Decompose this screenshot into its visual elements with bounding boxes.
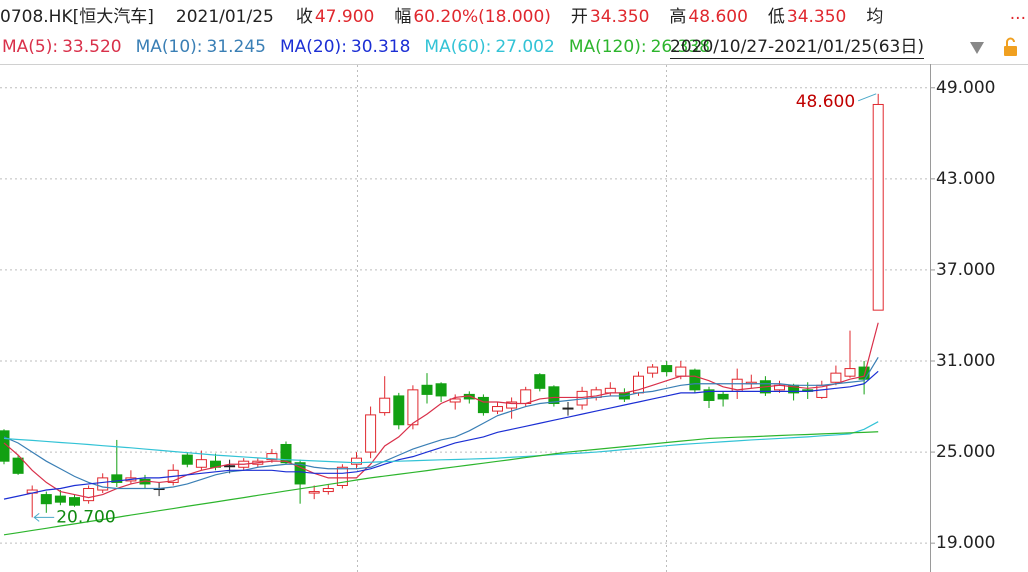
annotation-arrow: [858, 93, 877, 102]
ma-line: [3, 322, 879, 499]
annotation-label: 48.600: [796, 92, 855, 112]
candle-body: [421, 384, 433, 395]
candle-body: [83, 488, 95, 502]
legend-value: 27.002: [495, 37, 554, 57]
ma-line: [3, 431, 879, 536]
candle-body: [604, 387, 616, 394]
candle-body: [336, 466, 348, 486]
candle-body: [97, 477, 109, 491]
candle-body: [717, 393, 729, 400]
quote-label: 开: [571, 7, 588, 27]
candle-body: [54, 495, 66, 503]
candle-body: [294, 462, 306, 485]
quote-value: 47.900: [315, 7, 374, 27]
annotation-arrow: [33, 512, 55, 522]
candle-body: [322, 488, 334, 493]
quote-value: 60.20%(18.000): [413, 7, 551, 27]
candle-body: [40, 494, 52, 505]
legend-name: MA(60):: [424, 37, 491, 57]
range-dropdown-icon[interactable]: [970, 42, 984, 54]
candle-body: [449, 398, 461, 403]
legend-name: MA(5):: [2, 37, 58, 57]
quote-label: 均: [866, 7, 883, 27]
candle-body: [506, 401, 518, 409]
candle-body: [675, 366, 687, 377]
candle-body: [407, 389, 419, 426]
lock-icon[interactable]: [1004, 37, 1017, 56]
candle-body: [562, 407, 574, 410]
candle-body: [703, 389, 715, 401]
candle-body: [647, 366, 659, 374]
more-menu[interactable]: ...: [1010, 4, 1026, 24]
legend-value: 33.520: [62, 37, 121, 57]
quote-label: 收: [296, 7, 313, 27]
quote-value: 34.350: [590, 7, 649, 27]
quote-value: 34.350: [787, 7, 846, 27]
ma-line: [3, 370, 879, 500]
candle-body: [224, 465, 236, 468]
quote-label: 高: [669, 7, 686, 27]
y-tick-label: 31.000: [936, 351, 995, 371]
quote-label: 低: [768, 7, 785, 27]
candle-body: [520, 389, 532, 405]
candle-body: [0, 430, 10, 462]
candle-body: [195, 459, 207, 468]
quote-label: 幅: [394, 7, 411, 27]
legend-value: 30.318: [351, 37, 410, 57]
candle-body: [12, 457, 24, 474]
y-tick-label: 19.000: [936, 533, 995, 553]
candle-body: [661, 365, 673, 373]
candle-body: [844, 368, 856, 377]
candle-body: [393, 395, 405, 426]
candle-body: [69, 497, 80, 506]
legend-value: 26.338: [651, 37, 710, 57]
candle-body: [548, 386, 560, 405]
candle-body: [477, 396, 489, 414]
candle-body: [365, 414, 377, 453]
candle-body: [534, 374, 546, 389]
ma-line: [3, 421, 879, 464]
ma-line: [3, 356, 879, 490]
candle-body: [111, 474, 123, 483]
quote-value: 48.600: [688, 7, 747, 27]
legend-name: MA(10):: [136, 37, 203, 57]
candle-body: [280, 443, 292, 464]
y-tick-label: 25.000: [936, 442, 995, 462]
candle-body: [379, 397, 391, 414]
annotation-label: 20.700: [56, 507, 115, 527]
quote-date: 2021/01/25: [176, 7, 274, 27]
legend-name: MA(20):: [280, 37, 347, 57]
stock-symbol: 0708.HK[恒大汽车]: [0, 7, 154, 27]
candle-body: [872, 103, 884, 311]
candle-body: [435, 383, 447, 397]
y-tick-label: 37.000: [936, 260, 995, 280]
legend-name: MA(120):: [569, 37, 647, 57]
candle-body: [351, 457, 362, 465]
candle-body: [689, 369, 701, 391]
lock-body: [1004, 46, 1017, 56]
legend-value: 31.245: [207, 37, 266, 57]
candle-body: [181, 454, 193, 465]
candle-body: [266, 453, 278, 461]
y-tick-label: 49.000: [936, 78, 995, 98]
y-tick-label: 43.000: [936, 169, 995, 189]
date-range[interactable]: 2020/10/27-2021/01/25(63日): [670, 37, 924, 57]
lock-shackle: [1006, 37, 1015, 46]
candle-body: [308, 491, 320, 494]
candle-body: [492, 406, 503, 412]
candle-body: [830, 372, 842, 383]
